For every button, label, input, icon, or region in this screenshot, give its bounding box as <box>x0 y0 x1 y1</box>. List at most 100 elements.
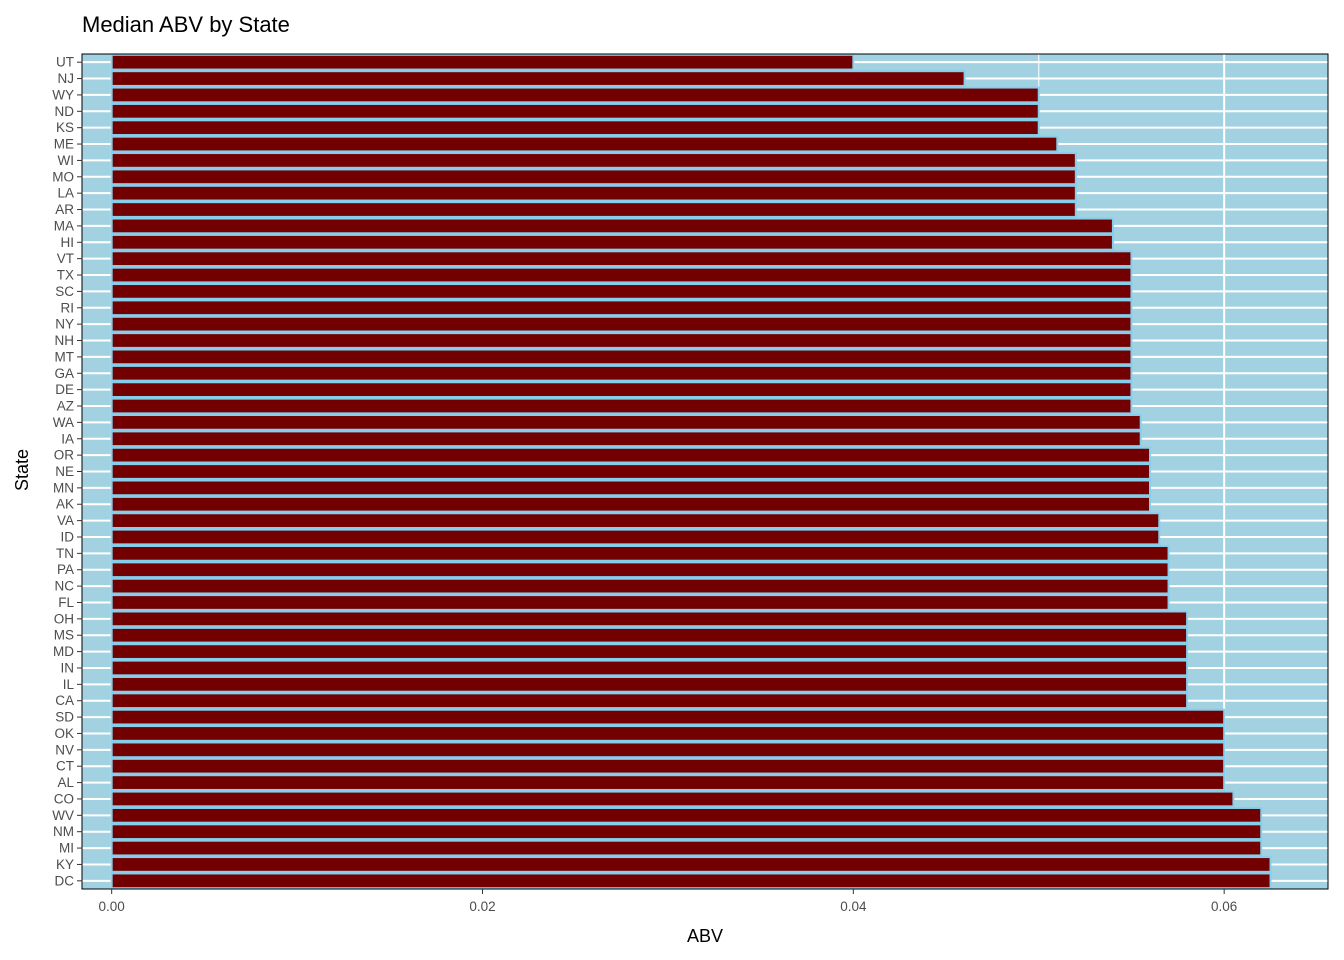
y-tick-label: NC <box>55 579 75 594</box>
y-tick-label: NV <box>55 742 74 757</box>
bar-pa <box>110 561 1170 579</box>
bar-dc <box>110 872 1272 890</box>
y-tick-label: CT <box>56 759 74 774</box>
y-tick-label: CO <box>54 791 74 806</box>
x-tick-label: 0.00 <box>99 899 125 914</box>
bar-nc <box>110 577 1170 595</box>
y-tick-label: KS <box>56 120 74 135</box>
y-tick-label: DE <box>55 382 74 397</box>
y-tick-label: NE <box>55 464 74 479</box>
bar-ma <box>110 217 1114 235</box>
bar-nm <box>110 823 1263 841</box>
y-tick-label: AK <box>56 497 74 512</box>
bar-mn <box>110 479 1152 497</box>
bar-al <box>110 774 1226 791</box>
bar-wy <box>110 86 1040 104</box>
y-tick-label: MS <box>54 628 74 643</box>
y-tick-label: IN <box>61 660 75 675</box>
bar-fl <box>110 594 1170 611</box>
y-tick-label: AL <box>57 775 74 790</box>
y-tick-label: MT <box>55 349 75 364</box>
bar-ne <box>110 463 1152 480</box>
bar-ok <box>110 725 1226 742</box>
y-tick-label: WA <box>53 415 74 430</box>
y-tick-label: NH <box>55 333 75 348</box>
bar-oh <box>110 610 1189 628</box>
bar-nv <box>110 741 1226 759</box>
bar-me <box>110 135 1059 153</box>
bar-or <box>110 446 1152 464</box>
bar-ms <box>110 626 1189 644</box>
bar-ky <box>110 856 1272 873</box>
bar-la <box>110 184 1077 202</box>
y-tick-label: OR <box>54 448 75 463</box>
bar-id <box>110 528 1161 546</box>
bar-ak <box>110 495 1152 513</box>
y-tick-label: WI <box>58 153 75 168</box>
bar-tx <box>110 266 1133 284</box>
y-tick-label: MD <box>53 644 74 659</box>
y-tick-label: MO <box>52 169 74 184</box>
y-tick-label: VT <box>57 251 74 266</box>
bar-ca <box>110 692 1189 710</box>
y-tick-label: MI <box>59 841 74 856</box>
bar-co <box>110 790 1235 808</box>
y-tick-label: SC <box>55 284 74 299</box>
y-tick-label: VA <box>57 513 74 528</box>
x-tick-label: 0.06 <box>1211 899 1237 914</box>
x-axis-title: ABV <box>687 926 723 946</box>
bar-ar <box>110 201 1077 218</box>
y-tick-label: KY <box>56 857 74 872</box>
y-tick-label: PA <box>57 562 74 577</box>
y-tick-label: UT <box>56 55 74 70</box>
y-tick-label: AZ <box>57 399 74 414</box>
x-tick-label: 0.02 <box>469 899 495 914</box>
y-tick-label: GA <box>54 366 74 381</box>
y-tick-label: ME <box>54 137 74 152</box>
bar-wv <box>110 806 1263 824</box>
y-tick-label: LA <box>57 186 74 201</box>
y-tick-label: ID <box>61 529 75 544</box>
y-tick-label: IL <box>63 677 75 692</box>
bar-hi <box>110 233 1114 251</box>
bar-ut <box>110 53 855 71</box>
bar-nd <box>110 102 1040 120</box>
y-tick-label: TX <box>57 268 74 283</box>
bar-nj <box>110 70 966 87</box>
y-tick-label: OH <box>54 611 74 626</box>
y-tick-label: FL <box>58 595 74 610</box>
y-tick-label: RI <box>61 300 75 315</box>
y-tick-label: DC <box>55 873 75 888</box>
y-tick-label: NM <box>53 824 74 839</box>
y-tick-label: NY <box>55 317 74 332</box>
y-tick-label: MN <box>53 480 74 495</box>
bar-sd <box>110 708 1226 726</box>
y-tick-label: WV <box>52 808 74 823</box>
bar-va <box>110 512 1161 529</box>
y-tick-label: OK <box>54 726 74 741</box>
bar-tn <box>110 544 1170 562</box>
bar-mt <box>110 348 1133 366</box>
bar-vt <box>110 250 1133 268</box>
bar-wa <box>110 414 1142 431</box>
bar-sc <box>110 283 1133 300</box>
y-tick-label: IA <box>61 431 74 446</box>
bar-in <box>110 659 1189 677</box>
y-tick-label: TN <box>56 546 74 561</box>
bar-mi <box>110 839 1263 857</box>
chart-title: Median ABV by State <box>82 12 290 37</box>
y-tick-label: HI <box>61 235 75 250</box>
bar-nh <box>110 332 1133 349</box>
bar-az <box>110 397 1133 415</box>
bar-md <box>110 643 1189 660</box>
y-tick-label: SD <box>55 710 74 725</box>
bar-ny <box>110 315 1133 333</box>
y-tick-label: NJ <box>58 71 75 86</box>
bar-wi <box>110 152 1077 169</box>
y-tick-label: CA <box>55 693 74 708</box>
y-tick-label: WY <box>52 87 74 102</box>
y-tick-label: ND <box>55 104 75 119</box>
bar-mo <box>110 168 1077 186</box>
